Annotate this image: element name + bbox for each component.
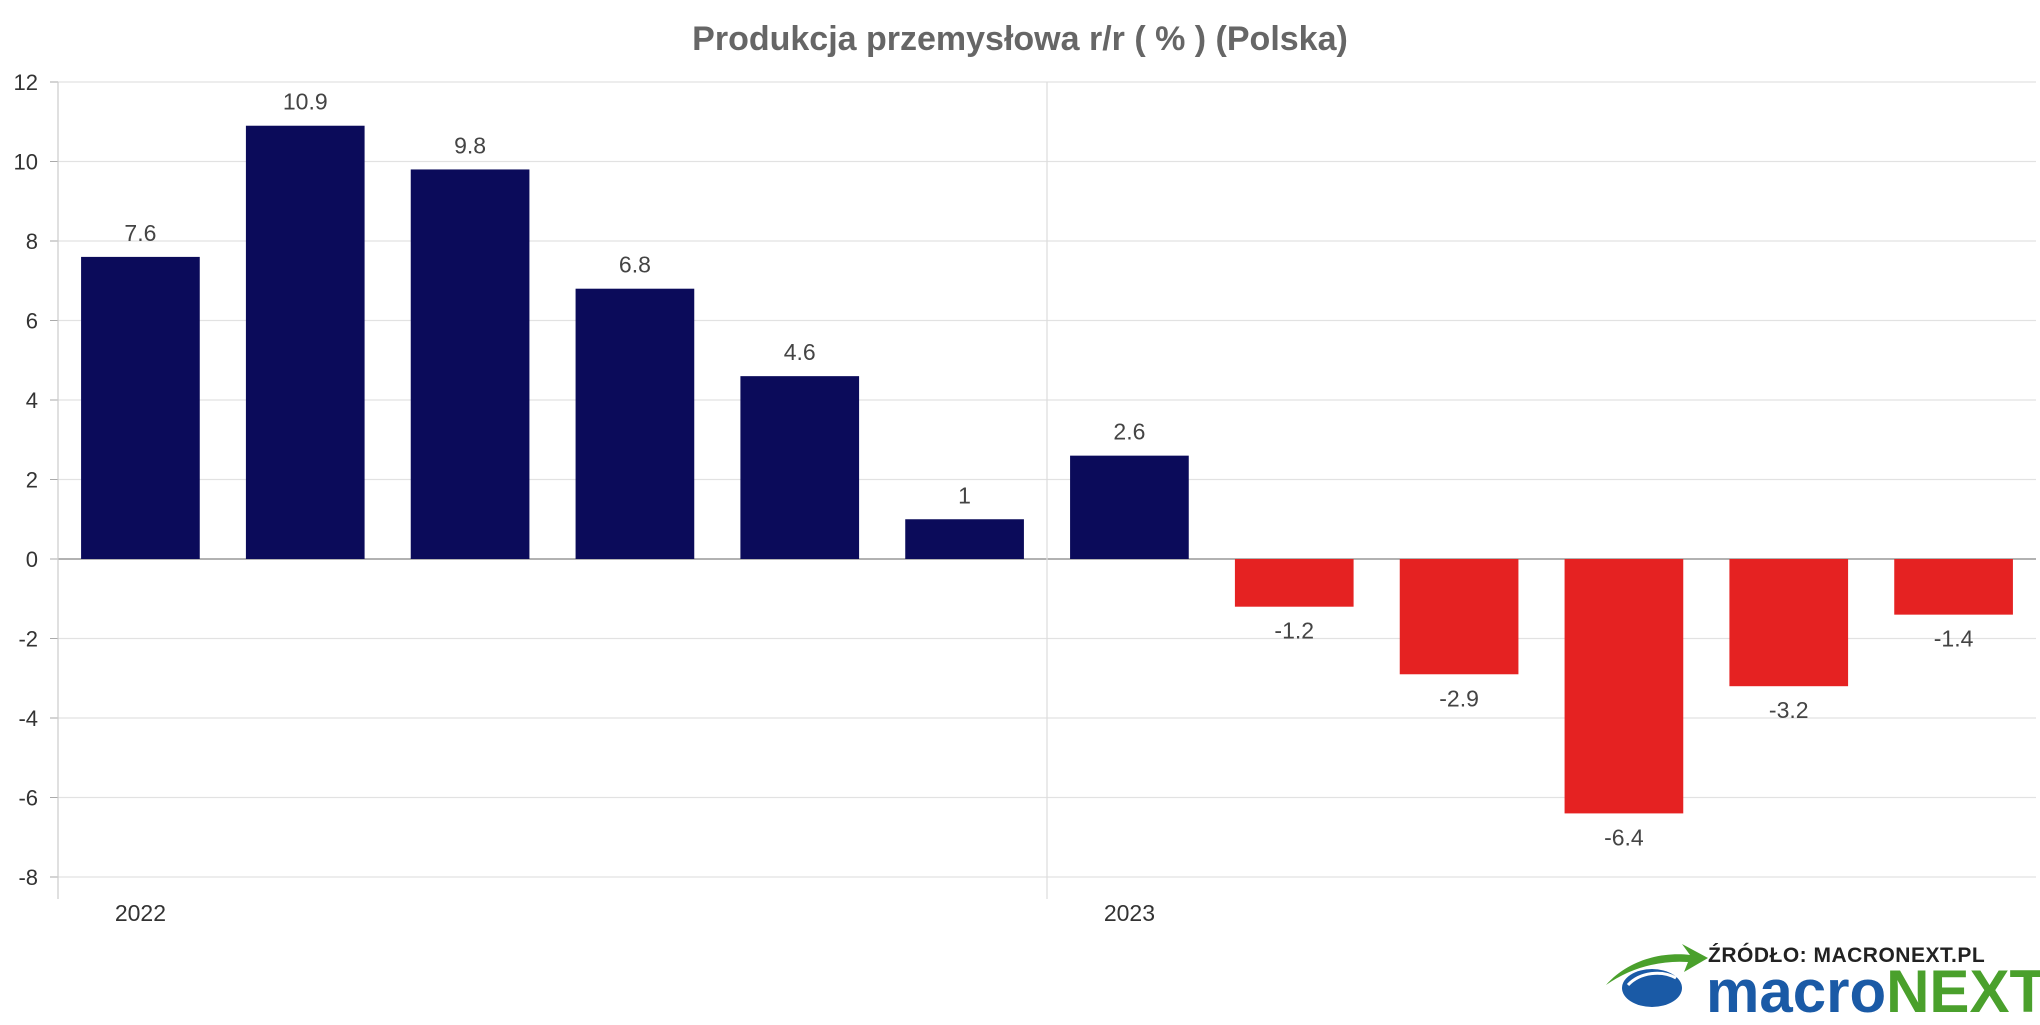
bar [1234,559,1354,607]
bar [1894,559,2013,615]
y-tick-label: 12 [14,70,38,95]
bar [1564,559,1684,814]
data-label: 1 [958,482,971,508]
data-label: -1.2 [1274,618,1314,644]
bar [1399,559,1519,675]
bar [245,125,365,559]
bar [575,288,695,559]
source-logo: ŹRÓDŁO: MACRONEXT.PL macroNEXT [1606,943,2040,1025]
bar [81,256,200,559]
bar [740,376,860,559]
bar [1070,455,1189,559]
bar [905,519,1024,559]
data-label: 4.6 [784,339,816,365]
y-tick-label: 0 [26,547,38,572]
brand-part-next: NEXT [1886,958,2040,1020]
data-label: -1.4 [1934,626,1974,652]
y-tick-label: 8 [26,229,38,254]
data-label: -2.9 [1439,685,1479,711]
bar [410,169,530,559]
y-tick-label: 2 [26,468,38,493]
data-label: -3.2 [1769,697,1809,723]
x-group-label: 2022 [115,900,166,926]
data-label: -6.4 [1604,824,1644,850]
y-tick-label: -6 [18,786,38,811]
y-tick-label: -4 [18,706,38,731]
data-label: 2.6 [1113,419,1145,445]
data-label: 7.6 [124,220,156,246]
source-label: ŹRÓDŁO: MACRONEXT.PL [1708,943,1985,967]
brand-wordmark: macroNEXT [1706,958,2040,1020]
y-tick-label: 10 [14,150,38,175]
data-label: 6.8 [619,252,651,278]
data-label: 10.9 [283,89,328,115]
y-tick-label: -2 [18,627,38,652]
y-tick-label: 6 [26,309,38,334]
x-group-label: 2023 [1104,900,1155,926]
brand-part-macro: macro [1706,958,1886,1020]
data-labels: 7.6 10.9 9.8 6.8 4.6 1 2.6 -1.2 -2.9 -6.4 -3.2 -1.4 [124,89,1973,851]
y-tick-label: 4 [26,388,38,413]
data-label: 9.8 [454,132,486,158]
y-tick-label: -8 [18,865,38,890]
macronext-arrow-icon [1606,944,1708,1007]
bars [81,125,2013,814]
axes: -8 -6 -4 -2 0 2 4 6 8 10 12 2022 2023 [14,70,1155,926]
bar [1729,559,1849,687]
chart-title: Produkcja przemysłowa r/r ( % ) (Polska) [692,20,1348,58]
